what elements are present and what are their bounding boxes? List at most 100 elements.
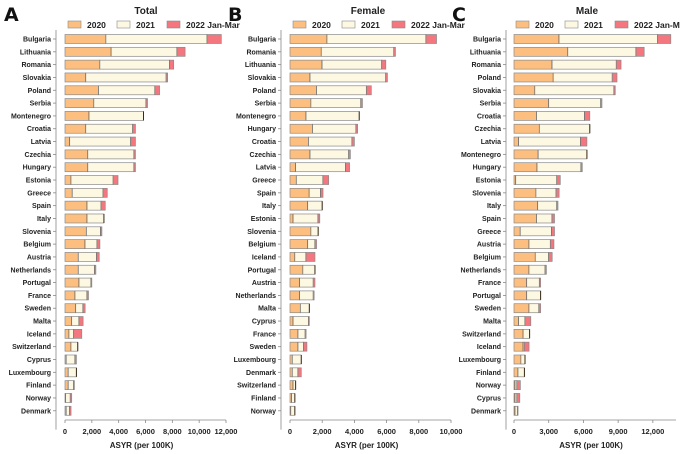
bar-2022-jan-mar[interactable] (73, 380, 75, 390)
bar-2022-jan-mar[interactable] (580, 136, 588, 147)
bar-2020[interactable] (64, 341, 72, 352)
bar-2020[interactable] (289, 59, 323, 70)
bar-2021[interactable] (307, 200, 323, 211)
bar-2021[interactable] (292, 213, 319, 224)
bar-2020[interactable] (513, 329, 524, 339)
bar-2021[interactable] (110, 46, 178, 57)
bar-2021[interactable] (528, 239, 551, 249)
bar-2022-jan-mar[interactable] (556, 200, 559, 211)
bar-2021[interactable] (294, 252, 307, 262)
bar-2022-jan-mar[interactable] (538, 303, 541, 314)
bar-2020[interactable] (513, 72, 554, 83)
bar-2021[interactable] (292, 316, 309, 326)
bar-2022-jan-mar[interactable] (551, 213, 555, 224)
bar-2020[interactable] (64, 303, 77, 314)
bar-2021[interactable] (300, 303, 310, 314)
bar-2020[interactable] (64, 98, 95, 108)
bar-2021[interactable] (75, 303, 84, 314)
bar-2022-jan-mar[interactable] (130, 136, 136, 147)
bar-2020[interactable] (64, 367, 69, 378)
bar-2021[interactable] (534, 85, 615, 96)
bar-2022-jan-mar[interactable] (555, 187, 560, 198)
bar-2022-jan-mar[interactable] (635, 46, 645, 57)
bar-2021[interactable] (84, 239, 98, 249)
bar-2021[interactable] (567, 46, 637, 57)
bar-2021[interactable] (310, 98, 362, 108)
bar-2020[interactable] (289, 162, 296, 173)
bar-2022-jan-mar[interactable] (348, 149, 351, 160)
bar-2020[interactable] (289, 34, 328, 44)
bar-2022-jan-mar[interactable] (82, 303, 86, 314)
bar-2021[interactable] (290, 405, 296, 416)
bar-2021[interactable] (65, 354, 76, 365)
bar-2020[interactable] (513, 98, 550, 108)
bar-2022-jan-mar[interactable] (580, 162, 583, 173)
bar-2021[interactable] (85, 72, 167, 83)
bar-2021[interactable] (308, 187, 321, 198)
bar-2020[interactable] (289, 264, 304, 275)
bar-2021[interactable] (297, 329, 306, 339)
bar-2021[interactable] (520, 226, 552, 237)
bar-2021[interactable] (78, 252, 97, 262)
bar-2020[interactable] (289, 252, 296, 262)
bar-2022-jan-mar[interactable] (381, 59, 387, 70)
bar-2020[interactable] (289, 239, 309, 249)
bar-2021[interactable] (548, 98, 602, 108)
bar-2020[interactable] (289, 98, 312, 108)
bar-2021[interactable] (87, 149, 135, 160)
bar-2020[interactable] (64, 290, 76, 301)
bar-2022-jan-mar[interactable] (551, 226, 555, 237)
bar-2021[interactable] (78, 277, 92, 288)
bar-2022-jan-mar[interactable] (94, 264, 97, 275)
bar-2021[interactable] (539, 123, 591, 134)
bar-2021[interactable] (297, 341, 305, 352)
bar-2022-jan-mar[interactable] (516, 393, 521, 403)
bar-2022-jan-mar[interactable] (206, 34, 222, 44)
bar-2021[interactable] (71, 316, 80, 326)
bar-2020[interactable] (513, 341, 524, 352)
bar-2022-jan-mar[interactable] (78, 316, 84, 326)
bar-2020[interactable] (289, 226, 312, 237)
bar-2022-jan-mar[interactable] (539, 277, 541, 288)
bar-2021[interactable] (326, 34, 427, 44)
bar-2020[interactable] (289, 85, 317, 96)
bar-2020[interactable] (289, 175, 297, 185)
bar-2021[interactable] (65, 393, 71, 403)
bar-2020[interactable] (64, 239, 86, 249)
bar-2020[interactable] (513, 290, 528, 301)
bar-2021[interactable] (295, 162, 346, 173)
bar-2020[interactable] (289, 46, 322, 57)
bar-2020[interactable] (289, 290, 301, 301)
bar-2022-jan-mar[interactable] (308, 316, 310, 326)
bar-2022-jan-mar[interactable] (133, 149, 136, 160)
bar-2021[interactable] (528, 303, 540, 314)
bar-2022-jan-mar[interactable] (305, 252, 316, 262)
bar-2021[interactable] (526, 290, 541, 301)
bar-2021[interactable] (535, 252, 550, 262)
bar-2021[interactable] (536, 111, 585, 121)
bar-2021[interactable] (78, 264, 95, 275)
bar-2022-jan-mar[interactable] (548, 252, 553, 262)
bar-2022-jan-mar[interactable] (516, 380, 521, 390)
bar-2021[interactable] (68, 329, 75, 339)
bar-2020[interactable] (64, 46, 112, 57)
bar-2021[interactable] (518, 136, 581, 147)
bar-2021[interactable] (522, 329, 530, 339)
bar-2022-jan-mar[interactable] (524, 341, 530, 352)
bar-2021[interactable] (520, 354, 526, 365)
bar-2020[interactable] (513, 123, 540, 134)
bar-2021[interactable] (88, 111, 144, 121)
bar-2020[interactable] (513, 277, 528, 288)
bar-2020[interactable] (513, 162, 538, 173)
bar-2020[interactable] (64, 200, 88, 211)
bar-2020[interactable] (64, 72, 87, 83)
bar-2022-jan-mar[interactable] (657, 34, 672, 44)
bar-2020[interactable] (64, 111, 90, 121)
bar-2022-jan-mar[interactable] (133, 162, 136, 173)
bar-2021[interactable] (536, 213, 553, 224)
bar-2020[interactable] (64, 213, 88, 224)
bar-2021[interactable] (86, 200, 102, 211)
bar-2022-jan-mar[interactable] (312, 290, 315, 301)
bar-2020[interactable] (64, 149, 89, 160)
bar-2021[interactable] (308, 136, 353, 147)
